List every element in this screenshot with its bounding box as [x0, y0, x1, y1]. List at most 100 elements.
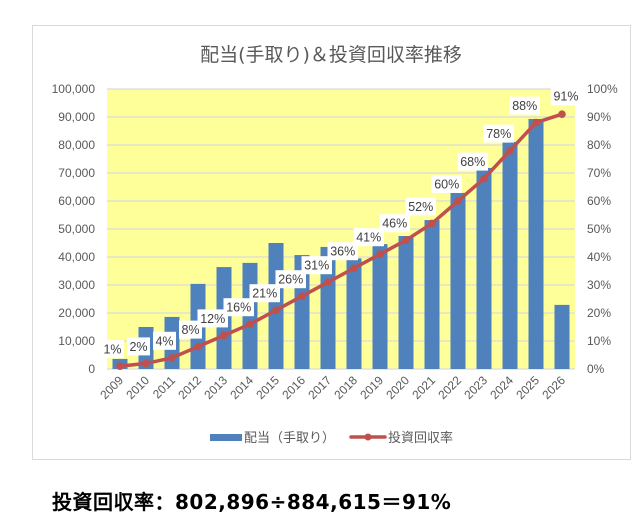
data-label-2015: 21% [252, 287, 277, 301]
gridlines [107, 88, 575, 370]
line-marker-2010 [142, 359, 150, 368]
x-axis-tick-label: 2023 [461, 373, 490, 402]
line-marker-2012 [194, 342, 202, 351]
data-label-bg [197, 309, 228, 328]
line-marker-2016 [298, 292, 306, 301]
x-axis-tick-label: 2011 [150, 373, 178, 401]
left-axis-tick-label: 0 [88, 362, 95, 376]
right-axis-tick-label: 60% [587, 194, 611, 208]
line-marker-2015 [272, 306, 280, 315]
bar-2019 [372, 244, 388, 369]
bar-2018 [346, 258, 362, 369]
legend-label-bar: 配当（手取り） [244, 431, 335, 446]
left-axis-tick-label: 100,000 [52, 82, 96, 96]
data-label-2013: 12% [200, 312, 225, 326]
x-axis-ticks: 2009201020112012201320142015201620172018… [97, 373, 568, 402]
left-axis-tick-label: 50,000 [58, 222, 95, 236]
x-axis-tick-label: 2010 [123, 373, 152, 402]
left-axis-tick-label: 10,000 [58, 334, 95, 348]
right-axis-ticks: 0% 10% 20% 30% 40% 50% 60% 70% 80% 90% 100% [587, 82, 618, 376]
line-marker-2021 [428, 219, 436, 228]
data-label-bg [550, 87, 582, 106]
data-label-bg [179, 320, 202, 339]
data-label-bg [101, 340, 124, 359]
data-label-2019: 41% [356, 231, 381, 245]
right-axis-tick-label: 10% [587, 334, 611, 348]
data-label-2017: 31% [304, 259, 329, 273]
right-axis-tick-label: 100% [587, 82, 618, 96]
right-axis-tick-label: 90% [587, 110, 611, 124]
line-marker-2009 [116, 362, 124, 371]
left-axis-ticks: 0 10,000 20,000 30,000 40,000 50,000 60,000 70,… [52, 82, 96, 376]
left-axis-tick-label: 90,000 [58, 110, 95, 124]
line-marker-2024 [506, 146, 514, 155]
data-label-bg [275, 270, 306, 289]
x-axis-tick-label: 2024 [487, 373, 516, 402]
line-marker-2019 [376, 250, 384, 258]
left-axis-tick-label: 60,000 [58, 194, 95, 208]
data-label-bg [327, 242, 358, 261]
data-label-bg [405, 197, 436, 216]
data-label-2023: 68% [460, 155, 485, 169]
data-label-2010: 2% [129, 340, 147, 354]
x-axis-tick-label: 2022 [435, 373, 464, 402]
data-label-bg [153, 331, 176, 350]
x-axis-tick-label: 2009 [97, 373, 126, 402]
data-label-bg [249, 284, 280, 303]
right-axis-tick-label: 30% [587, 278, 611, 292]
right-axis-tick-label: 80% [587, 138, 611, 152]
data-label-2026: 91% [553, 90, 578, 104]
left-axis-tick-label: 70,000 [58, 166, 95, 180]
data-label-2011: 4% [155, 334, 173, 348]
bar-2025 [528, 118, 544, 370]
right-axis-tick-label: 40% [587, 250, 611, 264]
line-marker-2017 [324, 278, 332, 286]
line-marker-2020 [402, 236, 410, 244]
chart-title: 配当(手取り)＆投資回収率推移 [200, 44, 462, 66]
data-label-bg [353, 228, 384, 247]
bar-2021 [424, 220, 440, 369]
investment-recovery-summary: 投資回収率：802,896÷884,615＝91% [52, 490, 452, 514]
right-axis-tick-label: 20% [587, 306, 611, 320]
data-label-2021: 52% [408, 200, 433, 214]
x-axis-tick-label: 2017 [305, 373, 334, 402]
x-axis-tick-label: 2021 [409, 373, 438, 402]
x-axis-tick-label: 2018 [331, 373, 360, 402]
left-axis-tick-label: 80,000 [58, 138, 95, 152]
x-axis-tick-label: 2025 [513, 373, 542, 402]
chart-container: 配当(手取り)＆投資回収率推移 1% 2% 4% 8% 12% 16% 21% 26% 31% 3… [32, 25, 631, 460]
data-label-2014: 16% [226, 301, 251, 315]
data-label-2025: 88% [512, 99, 537, 113]
bar-2026 [554, 304, 570, 369]
x-axis-tick-label: 2019 [357, 373, 386, 402]
x-axis-tick-label: 2014 [227, 373, 256, 402]
line-marker-2023 [480, 174, 488, 183]
right-axis-tick-label: 70% [587, 166, 611, 180]
left-axis-tick-label: 20,000 [58, 306, 95, 320]
data-label-bg [457, 152, 488, 171]
data-label-2009: 1% [103, 343, 121, 357]
legend-label-line: 投資回収率 [388, 430, 453, 446]
data-label-2024: 78% [486, 127, 511, 141]
right-axis-tick-label: 50% [587, 222, 611, 236]
line-marker-2025 [532, 118, 540, 127]
line-marker-2018 [350, 264, 358, 272]
bar-2020 [398, 236, 414, 369]
x-axis-tick-label: 2026 [539, 373, 568, 402]
x-axis-tick-label: 2016 [279, 373, 308, 402]
data-label-2020: 46% [382, 217, 407, 231]
line-marker-2026 [558, 110, 566, 118]
data-label-bg [431, 175, 462, 193]
bar-2017 [320, 246, 336, 369]
recovery-rate-line [119, 112, 563, 368]
right-axis-tick-label: 0% [587, 362, 605, 376]
data-label-bg [301, 256, 332, 275]
data-label-bg [483, 124, 514, 143]
data-labels: 1% 2% 4% 8%12%16%21%26%31%36%41%46%52%60%68… [101, 87, 582, 359]
line-marker-2022 [454, 197, 462, 205]
x-axis-tick-label: 2015 [253, 373, 282, 402]
line-marker-2014 [246, 320, 254, 329]
line-series [116, 110, 566, 371]
line-marker-2011 [168, 354, 176, 362]
data-label-2022: 60% [434, 178, 459, 192]
